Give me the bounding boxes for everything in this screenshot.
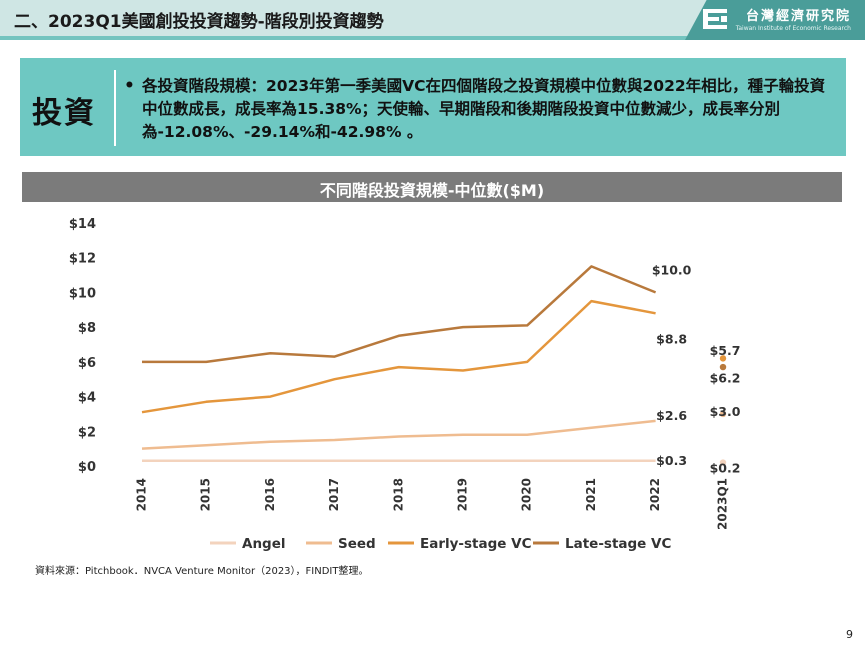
x-tick-label: 2019 xyxy=(456,478,470,511)
chart-title: 不同階段投資規模-中位數($M) xyxy=(319,181,545,200)
legend-label: Angel xyxy=(242,536,286,552)
y-tick-label: $0 xyxy=(78,460,96,475)
end-data-label: $0.3 xyxy=(656,453,687,468)
x-tick-label: 2016 xyxy=(263,478,277,511)
q1-data-label: $3.0 xyxy=(710,404,741,419)
info-box: 投資 • 各投資階段規模：2023年第一季美國VC在四個階段之投資規模中位數與2… xyxy=(20,58,846,156)
info-text: 各投資階段規模：2023年第一季美國VC在四個階段之投資規模中位數與2022年相… xyxy=(142,77,826,141)
page-title: 二、2023Q1美國創投投資趨勢-階段別投資趨勢 xyxy=(14,12,384,32)
header-accent-strip xyxy=(0,36,700,40)
info-divider xyxy=(114,70,116,146)
x-tick-label: 2018 xyxy=(391,478,405,511)
series-line-early-stage-vc xyxy=(141,299,656,414)
y-tick-label: $10 xyxy=(69,286,96,301)
y-tick-label: $12 xyxy=(69,252,96,267)
q1-data-label: $0.2 xyxy=(710,461,741,476)
bullet-icon: • xyxy=(124,76,135,96)
q1-point-seed xyxy=(719,410,727,418)
page-number: 9 xyxy=(846,628,853,641)
logo-name-en: Taiwan Institute of Economic Research xyxy=(735,25,851,32)
legend-label: Late-stage VC xyxy=(565,536,671,552)
q1-data-label: $5.7 xyxy=(710,343,741,358)
end-data-label: $10.0 xyxy=(652,262,692,277)
y-tick-label: $2 xyxy=(78,425,96,440)
x-tick-label: 2014 xyxy=(135,478,149,511)
source-note: 資料來源：Pitchbook．NVCA Venture Monitor（2023… xyxy=(35,566,369,577)
x-tick-label: 2022 xyxy=(648,478,662,511)
x-tick-label-q1: 2023Q1 xyxy=(716,478,730,530)
end-data-label: $2.6 xyxy=(656,408,687,423)
x-tick-label: 2021 xyxy=(584,478,598,511)
q1-data-label: $6.2 xyxy=(710,370,741,385)
legend-label: Early-stage VC xyxy=(420,536,532,552)
x-tick-label: 2020 xyxy=(520,478,534,511)
y-tick-label: $6 xyxy=(78,356,96,371)
q1-point-late-stage-vc xyxy=(719,363,727,371)
end-data-label: $8.8 xyxy=(656,331,687,346)
y-tick-label: $4 xyxy=(78,391,96,406)
x-tick-label: 2017 xyxy=(327,478,341,511)
legend-label: Seed xyxy=(338,536,376,552)
info-label: 投資 xyxy=(32,96,96,131)
series-line-seed xyxy=(141,419,656,450)
x-tick-label: 2015 xyxy=(199,478,213,511)
y-tick-label: $14 xyxy=(69,217,96,232)
tier-logo-icon xyxy=(703,9,727,29)
q1-point-angel xyxy=(719,459,727,466)
logo-name-zh: 台灣經濟研究院 xyxy=(745,9,851,24)
series-line-late-stage-vc xyxy=(142,265,657,364)
chart-title-bar: 不同階段投資規模-中位數($M) xyxy=(22,172,842,202)
y-tick-label: $8 xyxy=(78,321,96,336)
q1-point-early-stage-vc xyxy=(719,355,727,362)
